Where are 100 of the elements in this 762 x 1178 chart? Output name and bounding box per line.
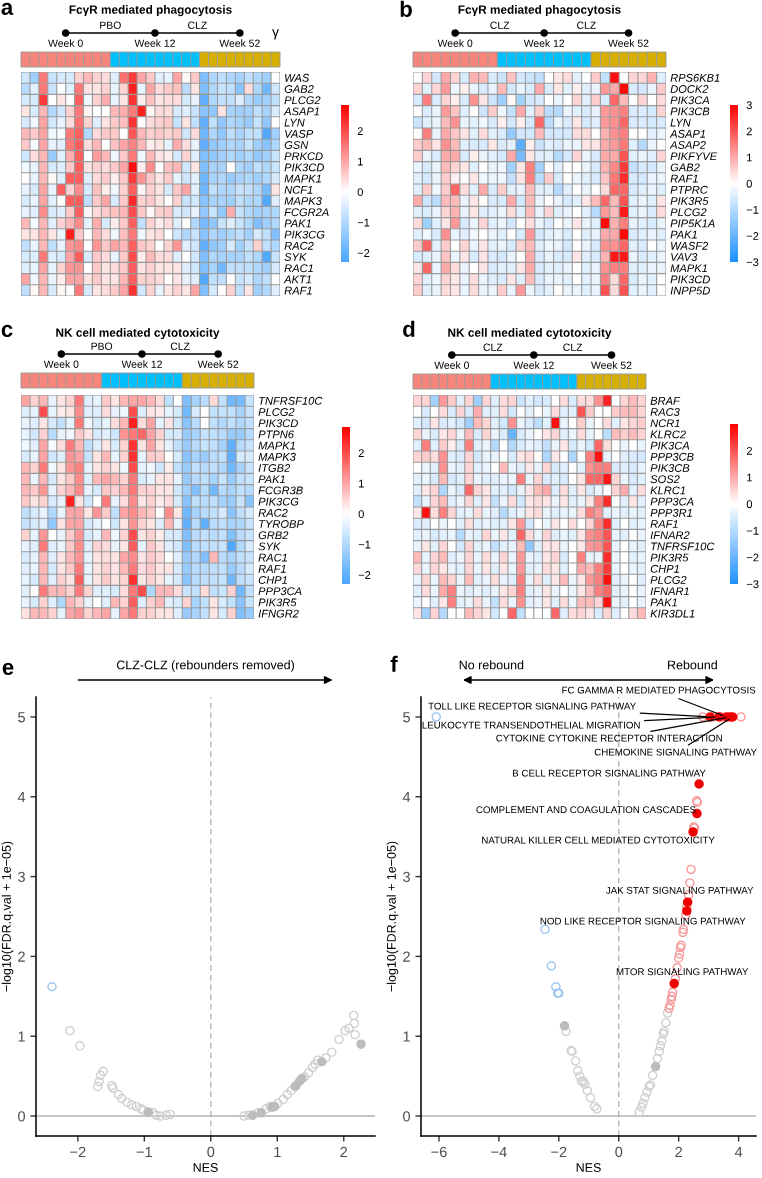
y-tick-label: 4: [402, 792, 411, 803]
color-bar-label: 0: [358, 510, 364, 519]
y-tick-label: INPP5D: [670, 286, 710, 295]
y-axis-title: −log10(FDR.q.val + 1e−05): [386, 841, 399, 992]
y-tick-label: MAPK1: [670, 264, 707, 273]
y-tick-label: RAC3: [650, 408, 680, 416]
text: Week 52: [608, 39, 649, 47]
y-tick-label: 2: [403, 951, 410, 962]
y-tick-label: PIK3CB: [670, 107, 710, 116]
y-tick-label: 0: [18, 1111, 26, 1122]
y-tick-label: PIK3CD: [258, 419, 298, 428]
y-tick-label: SYK: [284, 253, 307, 261]
text: CLZ: [563, 343, 583, 351]
y-tick-label: KLRC2: [650, 430, 686, 439]
y-tick-label: 0: [403, 1111, 411, 1122]
y-tick-label: PIK3CB: [650, 464, 690, 472]
color-bar-label: 0: [746, 500, 753, 509]
y-tick-label: SYK: [258, 542, 281, 551]
y-tick-label: MAPK1: [258, 441, 295, 450]
y-tick-label: PPP3CA: [258, 587, 302, 596]
y-tick-label: 3: [403, 871, 410, 883]
text: γ: [272, 29, 279, 40]
y-tick-label: GAB2: [670, 163, 700, 172]
text: PBO: [91, 342, 113, 350]
chart-title: FcγR mediated phagocytosis: [69, 5, 232, 17]
text: Week 12: [134, 39, 175, 47]
text: CLZ: [188, 21, 207, 29]
color-bar-label: 2: [357, 127, 363, 135]
y-tick-label: RAC1: [258, 553, 287, 562]
annotation: FC GAMMA R MEDIATED PHAGOCYTOSIS: [562, 686, 756, 694]
color-bar-label: 2: [358, 449, 364, 457]
annotation: TOLL LIKE RECEPTOR SIGNALING PATHWAY: [428, 702, 636, 710]
y-tick-label: 1: [403, 1031, 410, 1042]
y-tick-label: KIR3DL1: [650, 609, 695, 618]
y-tick-label: PLCG2: [284, 96, 321, 105]
y-tick-label: 1: [18, 1031, 25, 1042]
y-tick-label: RAF1: [650, 520, 678, 528]
color-bar-label: −2: [746, 553, 759, 562]
x-tick-label: −2: [551, 1146, 567, 1157]
y-tick-label: GAB2: [284, 85, 314, 93]
y-tick-label: NCR1: [650, 419, 680, 428]
y-tick-label: PTPRC: [670, 185, 708, 194]
y-tick-label: ITGB2: [258, 464, 291, 472]
color-bar-label: 0: [357, 188, 363, 197]
color-bar-label: −1: [357, 218, 370, 227]
color-bar-label: 2: [746, 446, 752, 455]
y-tick-label: PLCG2: [258, 408, 295, 416]
color-bar-label: −2: [746, 232, 759, 240]
text: Rebound: [668, 660, 717, 670]
y-tick-label: PLCG2: [670, 208, 707, 217]
y-tick-label: VAV3: [671, 253, 698, 261]
y-tick-label: CHP1: [258, 576, 287, 584]
y-tick-label: RAF1: [670, 174, 698, 183]
text: CLZ: [577, 21, 596, 29]
text: Week 0: [434, 361, 469, 369]
y-tick-label: GSN: [284, 141, 309, 149]
y-tick-label: 5: [403, 712, 410, 723]
text: Week 52: [219, 39, 260, 47]
y-tick-label: IFNGR2: [258, 609, 299, 618]
y-tick-label: PIK3R5: [670, 197, 709, 205]
y-tick-label: PAK1: [284, 219, 311, 228]
y-tick-label: MAPK3: [258, 452, 296, 461]
y-tick-label: TYROBP: [259, 520, 304, 528]
y-tick-label: RAF1: [284, 286, 312, 295]
color-bar-label: −1: [746, 206, 759, 214]
y-tick-label: RPS6KB1: [670, 73, 720, 82]
y-tick-label: PIP5K1A: [670, 219, 715, 228]
y-tick-label: ASAP1: [669, 129, 706, 138]
x-tick-label: 0: [207, 1146, 215, 1158]
y-tick-label: PIK3CG: [258, 497, 299, 506]
y-tick-label: PIK3R5: [258, 598, 297, 607]
y-tick-label: IFNAR1: [650, 587, 689, 596]
x-tick-label: 2: [340, 1146, 348, 1157]
text: Week 52: [197, 360, 239, 368]
y-tick-label: PIK3CD: [670, 275, 710, 284]
y-tick-label: RAC1: [284, 264, 313, 273]
y-tick-label: LYN: [670, 118, 691, 127]
text: PBO: [100, 21, 121, 29]
y-tick-label: FCGR2A: [284, 208, 329, 217]
text: CLZ: [170, 342, 190, 350]
x-tick-label: 4: [734, 1146, 743, 1157]
y-tick-label: RAC2: [284, 241, 314, 250]
text: CLZ-CLZ (rebounders removed): [116, 660, 294, 672]
text: a: [1, 2, 14, 15]
text: Week 52: [591, 361, 632, 369]
color-bar-label: 1: [747, 153, 752, 162]
text: Week 12: [523, 39, 565, 47]
annotation: MTOR SIGNALING PATHWAY: [616, 968, 749, 976]
y-tick-label: PIK3CA: [650, 441, 690, 450]
y-tick-label: PPP3CA: [650, 497, 694, 506]
color-bar-label: 1: [747, 473, 752, 482]
x-tick-label: −1: [136, 1146, 152, 1157]
y-tick-label: TNFRSF10C: [259, 396, 323, 405]
x-axis-title: NES: [193, 1163, 218, 1172]
color-bar-label: 2: [746, 127, 752, 136]
color-bar-label: −3: [746, 580, 759, 589]
chart-title: FcγR mediated phagocytosis: [458, 5, 621, 17]
y-tick-label: PIKFYVE: [670, 152, 718, 161]
color-bar-label: −1: [358, 540, 371, 549]
text: CLZ: [483, 343, 503, 351]
